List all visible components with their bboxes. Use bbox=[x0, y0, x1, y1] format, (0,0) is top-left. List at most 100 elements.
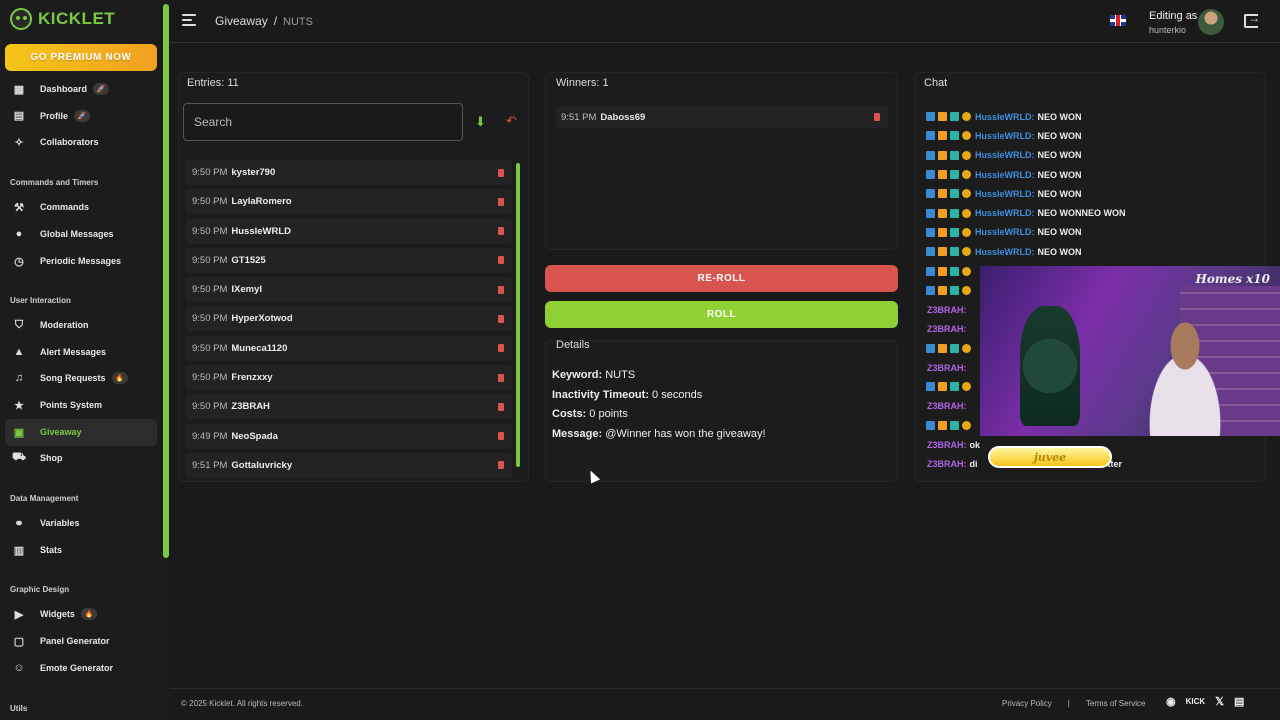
chat-username[interactable]: HussleWRLD: bbox=[975, 130, 1035, 141]
sidebar-item-global-messages[interactable]: ● Global Messages bbox=[0, 221, 158, 248]
chat-username[interactable]: Z3BRAH: bbox=[927, 439, 967, 450]
message-value: @Winner has won the giveaway! bbox=[605, 427, 766, 440]
sidebar-item-moderation[interactable]: ⛉ Moderation bbox=[0, 312, 158, 339]
trash-icon[interactable] bbox=[498, 432, 504, 441]
entry-time: 9:51 PM bbox=[192, 459, 228, 471]
sidebar-item-label: Alert Messages bbox=[40, 347, 107, 358]
gift-icon: ▣ bbox=[13, 426, 25, 439]
chat-username[interactable]: Z3BRAH: bbox=[927, 458, 967, 469]
chat-username[interactable]: HussleWRLD: bbox=[975, 188, 1035, 199]
badge-icon bbox=[950, 150, 959, 160]
fire-icon: 🔥 bbox=[111, 372, 128, 385]
chat-username[interactable]: HussleWRLD: bbox=[975, 111, 1035, 122]
badge-icon bbox=[950, 208, 959, 218]
trash-icon[interactable] bbox=[498, 285, 504, 294]
roll-button[interactable]: ROLL bbox=[545, 301, 898, 328]
privacy-link[interactable]: Privacy Policy bbox=[1002, 699, 1052, 708]
sidebar-item-giveaway[interactable]: ▣ Giveaway bbox=[5, 419, 157, 446]
details-title: Details bbox=[556, 339, 590, 351]
brand[interactable]: KICKLET bbox=[10, 8, 115, 30]
undo-icon[interactable]: ↶ bbox=[506, 113, 517, 128]
chat-message: NEO WON bbox=[1037, 188, 1082, 199]
trash-icon[interactable] bbox=[498, 168, 504, 177]
sidebar-item-periodic-messages[interactable]: ◷ Periodic Messages bbox=[0, 248, 158, 275]
sidebar-item-shop[interactable]: ⛟ Shop bbox=[0, 445, 158, 472]
sidebar-scrollbar[interactable] bbox=[163, 4, 169, 558]
chat-username[interactable]: Z3BRAH: bbox=[927, 401, 967, 412]
trash-icon[interactable] bbox=[874, 113, 880, 121]
chat-username[interactable]: HussleWRLD: bbox=[975, 150, 1035, 161]
badge-icon bbox=[962, 170, 971, 180]
terms-link[interactable]: Terms of Service bbox=[1085, 699, 1146, 708]
sidebar-item-variables[interactable]: ⚭ Variables bbox=[0, 510, 158, 537]
sidebar-item-collaborators[interactable]: ✧ Collaborators bbox=[0, 129, 158, 156]
chat-username[interactable]: HussleWRLD: bbox=[975, 227, 1035, 238]
trash-icon[interactable] bbox=[498, 402, 504, 411]
chat-message: NEO WON bbox=[1037, 150, 1082, 161]
trash-icon[interactable] bbox=[498, 373, 504, 382]
badge-icon bbox=[938, 266, 947, 276]
sidebar-item-alert-messages[interactable]: ▲ Alert Messages bbox=[0, 339, 158, 366]
entries-scrollbar[interactable] bbox=[516, 163, 520, 467]
entry-time: 9:49 PM bbox=[192, 430, 228, 442]
sidebar-item-stats[interactable]: ▥ Stats bbox=[0, 537, 158, 564]
breadcrumb-current: NUTS bbox=[283, 16, 313, 28]
rocket-icon: 🚀 bbox=[74, 109, 91, 122]
chat-line: HussleWRLD: NEO WON bbox=[926, 107, 1266, 126]
chat-username[interactable]: HussleWRLD: bbox=[975, 246, 1035, 257]
search-input[interactable] bbox=[183, 103, 463, 141]
download-icon[interactable]: ⬇ bbox=[475, 114, 486, 129]
sidebar-item-label: Profile bbox=[40, 110, 69, 121]
dashboard-icon: ▦ bbox=[13, 83, 25, 96]
sidebar-item-panel-generator[interactable]: ▢ Panel Generator bbox=[0, 628, 158, 655]
kick-icon[interactable]: KICK bbox=[1185, 697, 1206, 706]
badge-icon bbox=[926, 112, 935, 122]
uk-flag-icon[interactable] bbox=[1110, 15, 1126, 26]
badge-icon bbox=[938, 131, 947, 141]
avatar[interactable] bbox=[1198, 9, 1224, 35]
trash-icon[interactable] bbox=[498, 344, 504, 353]
chat-line: HussleWRLD: NEO WON bbox=[926, 184, 1266, 203]
sidebar-item-song-requests[interactable]: ♫ Song Requests 🔥 bbox=[0, 365, 158, 392]
reroll-button[interactable]: RE-ROLL bbox=[545, 265, 898, 292]
discord-icon[interactable]: ◉ bbox=[1166, 696, 1176, 708]
badge-icon bbox=[926, 227, 935, 237]
x-icon[interactable]: 𝕏 bbox=[1215, 696, 1225, 708]
collapse-menu-icon[interactable] bbox=[182, 14, 196, 26]
sidebar-item-points-system[interactable]: ★ Points System bbox=[0, 392, 158, 419]
logout-icon[interactable] bbox=[1244, 11, 1260, 28]
sidebar-item-widgets[interactable]: ▶ Widgets 🔥 bbox=[0, 601, 158, 628]
go-premium-button[interactable]: GO PREMIUM NOW bbox=[5, 44, 157, 71]
chat-username[interactable]: Z3BRAH: bbox=[927, 304, 967, 315]
details-body: Keyword: NUTS Inactivity Timeout: 0 seco… bbox=[552, 366, 766, 444]
breadcrumb-root[interactable]: Giveaway bbox=[215, 14, 268, 28]
chat-line: HussleWRLD: NEO WON bbox=[926, 165, 1266, 184]
trash-icon[interactable] bbox=[498, 197, 504, 206]
trash-icon[interactable] bbox=[498, 256, 504, 265]
timeout-label: Inactivity Timeout: bbox=[552, 388, 649, 401]
trash-icon[interactable] bbox=[498, 314, 504, 323]
document-icon[interactable]: ▤ bbox=[1234, 696, 1245, 708]
sidebar-item-label: Periodic Messages bbox=[40, 256, 122, 267]
chat-username[interactable]: HussleWRLD: bbox=[975, 169, 1035, 180]
sidebar-item-emote-generator[interactable]: ☺ Emote Generator bbox=[0, 655, 158, 682]
sidebar-item-commands[interactable]: ⚒ Commands bbox=[0, 194, 158, 221]
kicklet-logo-icon bbox=[10, 8, 32, 30]
entry-name: NeoSpada bbox=[231, 430, 278, 442]
chat-username[interactable]: Z3BRAH: bbox=[927, 323, 967, 334]
sidebar-item-dashboard[interactable]: ▦ Dashboard 🚀 bbox=[0, 76, 158, 103]
trash-icon[interactable] bbox=[498, 227, 504, 236]
topbar: Giveaway / NUTS Editing as hunterkio bbox=[170, 0, 1280, 43]
entry-row: 9:50 PM HyperXotwod bbox=[186, 306, 512, 332]
entry-time: 9:50 PM bbox=[192, 196, 228, 208]
entry-row: 9:50 PM IXemyI bbox=[186, 277, 512, 303]
chat-username[interactable]: Z3BRAH: bbox=[927, 362, 967, 373]
chat-username[interactable]: HussleWRLD: bbox=[975, 208, 1035, 219]
trash-icon[interactable] bbox=[498, 461, 504, 470]
footer-links: Privacy Policy | Terms of Service bbox=[1002, 699, 1145, 708]
chat-line: Z3BRAH: bbox=[926, 358, 1266, 377]
badge-icon bbox=[962, 131, 971, 141]
entry-row: 9:50 PM Frenzxxy bbox=[186, 365, 512, 391]
entry-name: Frenzxxy bbox=[231, 372, 273, 384]
sidebar-item-profile[interactable]: ▤ Profile 🚀 bbox=[0, 103, 158, 130]
